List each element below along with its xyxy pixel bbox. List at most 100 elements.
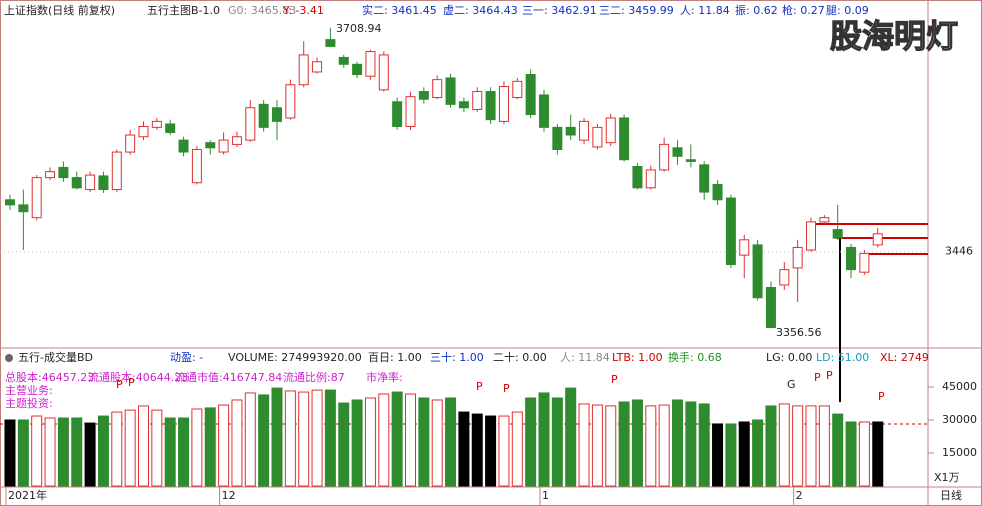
volume-bar (725, 423, 737, 487)
volume-bar (458, 411, 470, 487)
field: 人: 11.84 (680, 4, 730, 17)
volume-bar (124, 409, 136, 487)
field: 换手: 0.68 (668, 350, 722, 364)
volume-bar (231, 399, 243, 487)
chart-title: 上证指数(日线 前复权) (4, 3, 115, 17)
y-tick-label: 30000 (942, 413, 977, 426)
candle-body (498, 85, 509, 122)
candle-body (178, 139, 189, 153)
signal-marker: P (116, 378, 123, 391)
x-tick-label: 12 (222, 489, 236, 502)
volume-bar (672, 399, 683, 487)
stock-info: 市净率: (366, 370, 403, 384)
volume-bar (645, 405, 657, 487)
candle-body (378, 54, 389, 91)
candle-body (218, 139, 229, 153)
volume-bar (778, 403, 790, 487)
field: LD: 51.00 (816, 351, 869, 364)
volume-bar (71, 417, 83, 487)
candle-body (392, 101, 403, 127)
candle-body (151, 120, 162, 128)
candle-body (258, 103, 269, 128)
candle-body (138, 125, 149, 138)
volume-bar (765, 405, 777, 487)
candle-body (445, 77, 456, 105)
candle-body (672, 147, 683, 157)
candle-body (806, 221, 816, 251)
volume-bar (298, 391, 310, 487)
candle-body (325, 39, 336, 47)
volume-bar (431, 399, 443, 487)
volume-bar (805, 405, 817, 487)
candle-body (859, 252, 870, 273)
field: 三十: 1.00 (430, 350, 484, 364)
volume-bar (284, 390, 296, 487)
volume-bar (324, 389, 336, 487)
volume-bar (845, 421, 857, 487)
candle-body (632, 166, 643, 189)
volume-bar (485, 415, 497, 487)
volume-bar (151, 409, 163, 487)
candle-body (539, 94, 549, 128)
volume-bar (17, 419, 29, 487)
volume-bar (591, 404, 603, 487)
signal-marker: P (611, 373, 618, 386)
signal-marker: P (878, 390, 885, 403)
candle-body (125, 134, 136, 153)
candle-body (779, 269, 790, 286)
candle-body (645, 169, 656, 189)
volume-bar (311, 389, 323, 487)
low-annotation: 3356.56 (776, 326, 822, 339)
candle-body (472, 91, 483, 110)
candle-body (418, 91, 429, 100)
volume-bar (792, 405, 804, 487)
candle-body (85, 174, 96, 191)
candle-body (18, 204, 29, 213)
volume-bar (218, 404, 230, 487)
candle-body (71, 177, 82, 189)
field: LG: 0.00 (766, 351, 812, 364)
volume-bar (471, 413, 483, 487)
volume-title: 五行-成交量BD (18, 350, 93, 364)
candle-body (365, 51, 376, 77)
volume-bar (164, 417, 176, 487)
volume-bar (391, 391, 403, 487)
field: 实二: 3461.45 (362, 3, 437, 17)
stock-info: 主营业务: (5, 383, 53, 397)
candle-body (819, 217, 830, 223)
y-tick-label: 3446 (945, 245, 973, 258)
period-label: 日线 (940, 488, 962, 502)
y-tick-label: 15000 (942, 446, 977, 459)
candle-body (685, 159, 696, 162)
volume-bar (204, 407, 216, 487)
candle-body (245, 107, 256, 141)
volume-bar (738, 421, 750, 487)
candle-body (699, 164, 710, 193)
field: 二十: 0.00 (493, 350, 547, 364)
volume-bar (338, 402, 350, 487)
field: VOLUME: 274993920.00 (228, 351, 362, 364)
volume-bar (271, 387, 283, 487)
volume-bar (525, 397, 537, 487)
x-tick-label: 2 (796, 489, 803, 502)
volume-bar (378, 393, 390, 487)
candle-body (592, 126, 603, 148)
candle-body (458, 101, 469, 109)
field: LTB: 1.00 (612, 351, 663, 364)
volume-bar (351, 399, 363, 487)
stock-info: 主题投资: (5, 396, 53, 410)
indicator-name: 五行主图B-1.0 (147, 4, 220, 17)
watermark: 股海明灯 (830, 17, 958, 55)
field: 百日: 1.00 (368, 351, 422, 364)
candle-body (619, 117, 630, 161)
candle-body (792, 246, 803, 269)
volume-bar (445, 397, 457, 487)
candle-body (432, 79, 443, 99)
candle-body (298, 54, 309, 86)
volume-bar (538, 392, 550, 487)
volume-bar (138, 405, 149, 487)
candle-body (832, 229, 843, 239)
candle-body (605, 117, 616, 144)
x-tick-label: 1 (542, 489, 549, 502)
volume-bar (712, 423, 724, 487)
